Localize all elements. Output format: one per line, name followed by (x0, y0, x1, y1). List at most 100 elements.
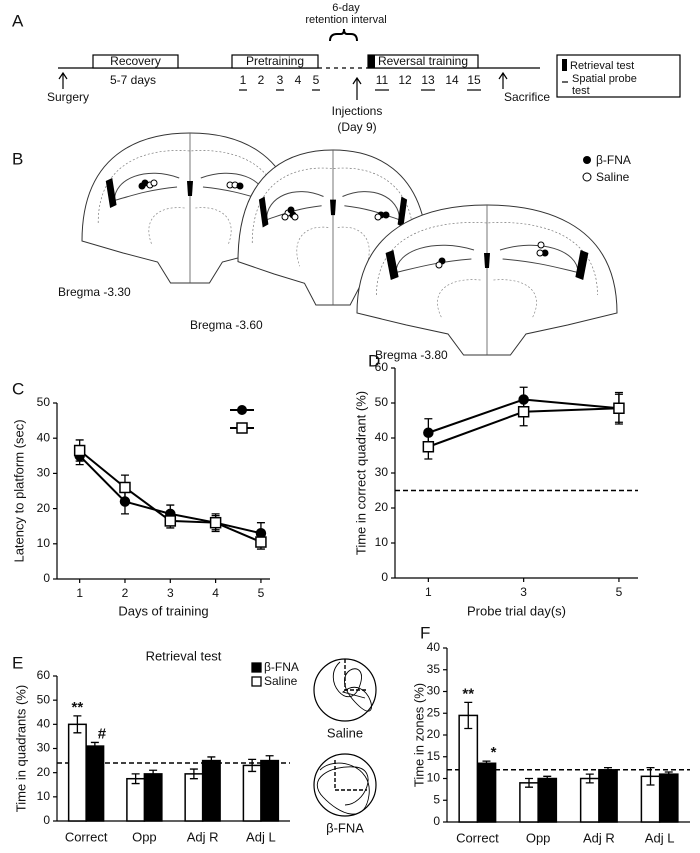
bar (260, 759, 280, 822)
data-point (119, 481, 131, 494)
legend-label: Spatial probe (572, 73, 637, 85)
day-label: 13 (421, 73, 435, 87)
x-tick-label: Opp (132, 829, 157, 844)
chart-title: Retrieval test (146, 648, 222, 663)
bar (201, 759, 221, 822)
bar (658, 773, 679, 823)
ventricle (575, 250, 589, 280)
injection-site (374, 213, 382, 221)
y-axis-label: Time in correct quadrant (%) (353, 391, 368, 555)
panel-label: B (12, 149, 23, 168)
y-tick-label: 20 (427, 727, 441, 741)
y-tick-label: 30 (37, 466, 51, 480)
error-bar (248, 758, 257, 773)
error-bar (543, 775, 552, 782)
cortex-line (97, 150, 283, 224)
bar (598, 769, 618, 823)
y-tick-label: 10 (427, 771, 441, 785)
error-bar (585, 773, 594, 784)
third-ventricle (484, 253, 490, 268)
bar (85, 745, 105, 822)
interval-label: retention interval (305, 14, 386, 26)
legend-marker (236, 422, 248, 434)
injection-site (291, 213, 299, 221)
interval-label: 6-day (332, 2, 360, 14)
y-tick-label: 5 (433, 792, 440, 806)
x-tick-label: Adj L (246, 829, 276, 844)
legend-label: Saline (596, 170, 630, 184)
day-label: 1 (240, 73, 247, 87)
inset-swim-path (332, 661, 372, 712)
y-tick-label: 40 (37, 717, 51, 731)
event-label: (Day 9) (337, 120, 376, 134)
x-tick-label: 1 (425, 585, 432, 599)
error-bar (646, 766, 655, 786)
data-point (518, 394, 529, 405)
day-label: 12 (398, 73, 412, 87)
x-axis-label: Days of training (118, 603, 208, 618)
y-tick-label: 20 (37, 765, 51, 779)
y-tick-label: 50 (375, 395, 389, 409)
significance-label: ** (462, 685, 474, 702)
pretraining-box (231, 54, 319, 69)
x-tick-label: Correct (456, 830, 499, 845)
injection-site (236, 182, 244, 190)
significance-label: # (98, 725, 107, 742)
y-tick-label: 50 (37, 692, 51, 706)
day-label: 2 (258, 73, 265, 87)
event-label: Surgery (47, 90, 89, 104)
thalamus (148, 207, 185, 246)
y-tick-label: 0 (381, 570, 388, 584)
inset-pool (313, 753, 377, 817)
brain-section (356, 204, 618, 356)
data-point (209, 516, 222, 529)
panel-label: F (420, 623, 430, 642)
error-bar (189, 768, 198, 780)
ventricle (397, 196, 408, 228)
day-label: 15 (467, 73, 481, 87)
y-tick-label: 0 (433, 814, 440, 828)
day-label: 5 (313, 73, 320, 87)
y-tick-label: 40 (427, 640, 441, 654)
error-bar (207, 756, 216, 765)
data-point (422, 441, 435, 453)
x-axis-label: Probe trial day(s) (467, 603, 566, 618)
y-tick-label: 30 (375, 465, 389, 479)
brace (329, 28, 358, 42)
x-tick-label: 5 (258, 586, 265, 600)
data-point (517, 406, 530, 418)
x-tick-label: Opp (526, 830, 551, 845)
inset-label: β-FNA (326, 820, 364, 835)
cortex-line (376, 222, 598, 296)
y-tick-label: 50 (37, 395, 51, 409)
error-bar (603, 766, 612, 773)
x-tick-label: Correct (65, 829, 108, 844)
data-point (164, 515, 177, 527)
y-tick-label: 40 (37, 430, 51, 444)
bar (184, 773, 204, 822)
third-ventricle (330, 199, 336, 216)
bregma-label: Bregma -3.60 (190, 318, 263, 332)
bar (242, 764, 262, 822)
thalamus (493, 279, 537, 318)
data-point (423, 427, 434, 438)
inset-quadrant (334, 760, 367, 791)
recovery-box-label: Recovery (110, 54, 161, 68)
data-point (119, 496, 131, 507)
panel-label: E (12, 653, 23, 672)
error-bar (525, 777, 534, 788)
bar (126, 777, 146, 822)
injection-site (435, 261, 443, 269)
inset-swim-path (316, 762, 370, 815)
panel-label: C (12, 379, 24, 398)
thalamus (437, 279, 481, 318)
data-point (255, 536, 267, 548)
arrow-head (58, 71, 68, 80)
x-tick-label: 5 (616, 585, 623, 599)
x-tick-label: 3 (520, 585, 527, 599)
legend-retrieval-swatch (562, 59, 567, 71)
ventricle (105, 178, 117, 208)
data-point (613, 402, 625, 414)
y-tick-label: 60 (375, 360, 389, 374)
